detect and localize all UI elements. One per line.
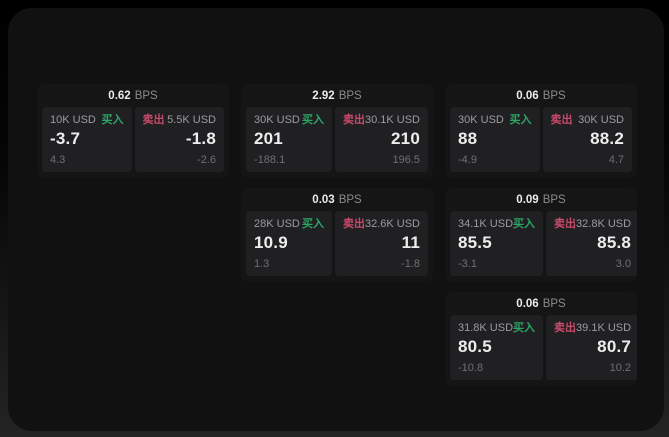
- buy-panel[interactable]: 30K USD 买入 201 -188.1: [246, 107, 332, 172]
- buy-sub-value: -10.8: [458, 362, 484, 374]
- bps-unit-label: BPS: [542, 193, 566, 206]
- sell-amount: 30K USD: [578, 114, 624, 126]
- quote-panels: 28K USD 买入 10.9 1.3 卖出 32.6K USD 11 -1.8: [241, 211, 433, 282]
- quote-card: 0.62 BPS 10K USD 买入 -3.7 4.3 卖出 5.5K USD: [37, 84, 229, 178]
- sell-side-label: 卖出: [342, 114, 365, 126]
- sell-sub-value: 10.2: [609, 362, 632, 374]
- sell-price: 80.7: [597, 337, 632, 356]
- buy-amount: 31.8K USD: [458, 322, 514, 334]
- bps-value: 0.09: [516, 193, 539, 206]
- sell-price: 210: [391, 129, 420, 148]
- buy-panel[interactable]: 34.1K USD 买入 85.5 -3.1: [450, 211, 544, 276]
- quote-panels: 34.1K USD 买入 85.5 -3.1 卖出 32.8K USD 85.8…: [445, 211, 637, 282]
- buy-side-label: 买入: [301, 114, 324, 126]
- quote-card: 0.03 BPS 28K USD 买入 10.9 1.3 卖出 32.6K US…: [241, 188, 433, 282]
- buy-price: 201: [254, 129, 283, 148]
- quote-panels: 31.8K USD 买入 80.5 -10.8 卖出 39.1K USD 80.…: [445, 315, 637, 386]
- bps-unit-label: BPS: [338, 89, 362, 102]
- sell-sub-value: 3.0: [615, 258, 632, 270]
- sell-side-label: 卖出: [550, 114, 573, 126]
- card-header: 0.09 BPS: [445, 188, 637, 211]
- bps-value: 0.06: [516, 297, 539, 310]
- quote-card-grid: 0.62 BPS 10K USD 买入 -3.7 4.3 卖出 5.5K USD: [37, 84, 637, 386]
- bps-value: 0.62: [108, 89, 131, 102]
- buy-sub-value: -188.1: [254, 154, 286, 166]
- bps-unit-label: BPS: [542, 297, 566, 310]
- sell-side-label: 卖出: [142, 114, 165, 126]
- buy-side-label: 买入: [513, 218, 536, 230]
- buy-price: -3.7: [50, 129, 81, 148]
- buy-amount: 30K USD: [254, 114, 300, 126]
- sell-side-label: 卖出: [342, 218, 365, 230]
- buy-amount: 34.1K USD: [458, 218, 514, 230]
- quote-card: 0.06 BPS 31.8K USD 买入 80.5 -10.8 卖出 39.1…: [445, 292, 637, 386]
- buy-side-label: 买入: [101, 114, 124, 126]
- sell-panel[interactable]: 卖出 30K USD 88.2 4.7: [542, 107, 632, 172]
- quote-panels: 30K USD 买入 201 -188.1 卖出 30.1K USD 210 1…: [241, 107, 433, 178]
- buy-price: 85.5: [458, 233, 492, 252]
- sell-panel[interactable]: 卖出 32.8K USD 85.8 3.0: [546, 211, 637, 276]
- card-header: 0.03 BPS: [241, 188, 433, 211]
- sell-side-label: 卖出: [554, 218, 577, 230]
- card-header: 0.62 BPS: [37, 84, 229, 107]
- bps-unit-label: BPS: [338, 193, 362, 206]
- sell-sub-value: 4.7: [608, 154, 624, 166]
- bps-unit-label: BPS: [542, 89, 566, 102]
- sell-amount: 5.5K USD: [167, 114, 216, 126]
- card-header: 0.06 BPS: [445, 84, 637, 107]
- buy-panel[interactable]: 30K USD 买入 88 -4.9: [450, 107, 540, 172]
- sell-amount: 30.1K USD: [364, 114, 420, 126]
- card-header: 0.06 BPS: [445, 292, 637, 315]
- buy-amount: 10K USD: [50, 114, 96, 126]
- buy-price: 80.5: [458, 337, 492, 356]
- buy-side-label: 买入: [509, 114, 532, 126]
- sell-price: 11: [401, 233, 420, 252]
- sell-panel[interactable]: 卖出 30.1K USD 210 196.5: [334, 107, 428, 172]
- quote-card: 2.92 BPS 30K USD 买入 201 -188.1 卖出 30.1K …: [241, 84, 433, 178]
- sell-panel[interactable]: 卖出 39.1K USD 80.7 10.2: [546, 315, 637, 380]
- sell-price: -1.8: [185, 129, 216, 148]
- buy-panel[interactable]: 31.8K USD 买入 80.5 -10.8: [450, 315, 544, 380]
- bps-value: 0.03: [312, 193, 335, 206]
- sell-sub-value: -2.6: [197, 154, 216, 166]
- app-window: 0.62 BPS 10K USD 买入 -3.7 4.3 卖出 5.5K USD: [8, 8, 664, 431]
- sell-panel[interactable]: 卖出 5.5K USD -1.8 -2.6: [134, 107, 224, 172]
- bps-unit-label: BPS: [134, 89, 158, 102]
- buy-sub-value: 1.3: [254, 258, 270, 270]
- sell-amount: 32.8K USD: [576, 218, 632, 230]
- buy-side-label: 买入: [301, 218, 324, 230]
- buy-price: 88: [458, 129, 478, 148]
- sell-side-label: 卖出: [554, 322, 577, 334]
- card-header: 2.92 BPS: [241, 84, 433, 107]
- sell-amount: 39.1K USD: [576, 322, 632, 334]
- buy-panel[interactable]: 28K USD 买入 10.9 1.3: [246, 211, 332, 276]
- quote-panels: 10K USD 买入 -3.7 4.3 卖出 5.5K USD -1.8 -2.…: [37, 107, 229, 178]
- sell-sub-value: 196.5: [392, 154, 420, 166]
- buy-sub-value: -4.9: [458, 154, 477, 166]
- bps-value: 2.92: [312, 89, 335, 102]
- sell-price: 88.2: [590, 129, 624, 148]
- buy-side-label: 买入: [513, 322, 536, 334]
- quote-card: 0.09 BPS 34.1K USD 买入 85.5 -3.1 卖出 32.8K…: [445, 188, 637, 282]
- quote-card: 0.06 BPS 30K USD 买入 88 -4.9 卖出 30K USD: [445, 84, 637, 178]
- quote-panels: 30K USD 买入 88 -4.9 卖出 30K USD 88.2 4.7: [445, 107, 637, 178]
- sell-sub-value: -1.8: [401, 258, 420, 270]
- sell-price: 85.8: [597, 233, 632, 252]
- buy-amount: 28K USD: [254, 218, 300, 230]
- buy-panel[interactable]: 10K USD 买入 -3.7 4.3: [42, 107, 132, 172]
- sell-amount: 32.6K USD: [364, 218, 420, 230]
- buy-sub-value: -3.1: [458, 258, 477, 270]
- buy-price: 10.9: [254, 233, 288, 252]
- buy-sub-value: 4.3: [50, 154, 66, 166]
- buy-amount: 30K USD: [458, 114, 504, 126]
- bps-value: 0.06: [516, 89, 539, 102]
- sell-panel[interactable]: 卖出 32.6K USD 11 -1.8: [334, 211, 428, 276]
